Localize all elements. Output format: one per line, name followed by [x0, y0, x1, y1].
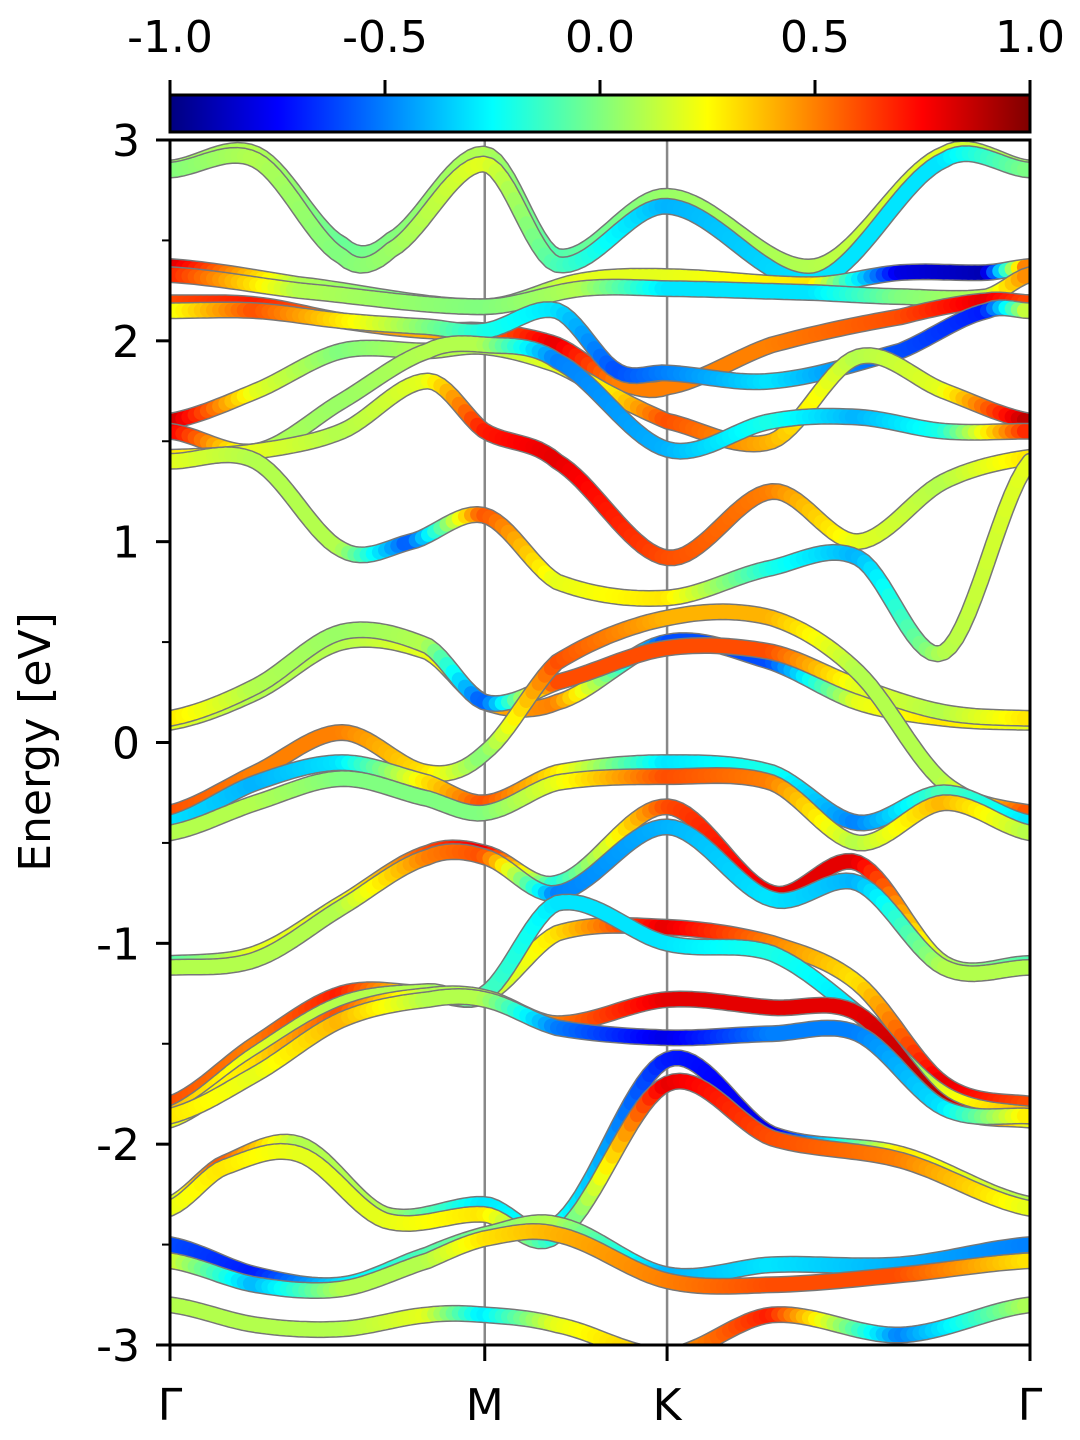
colorbar-ticks: -1.0 -0.5 0.0 0.5 1.0 [127, 12, 1065, 95]
colorbar-tick-label: 1.0 [995, 12, 1065, 63]
y-axis-title: Energy [eV] [10, 612, 61, 872]
band-20 [170, 988, 1030, 1126]
y-tick-label: 0 [112, 719, 140, 770]
band-1 [170, 145, 1030, 290]
y-axis: 3 2 1 0 -1 -2 -3 [96, 116, 170, 1372]
band-segment [682, 1344, 689, 1345]
band-25 [170, 1296, 1030, 1355]
colorbar-tick-label: 0.5 [780, 12, 850, 63]
y-tick-label: -1 [96, 919, 140, 970]
band-16 [170, 818, 1030, 983]
band-segment [618, 1340, 636, 1345]
y-tick-label: 3 [112, 116, 140, 167]
plot-area: 3 2 1 0 -1 -2 -3 Γ M K Γ [96, 116, 1043, 1431]
band-segment [633, 1344, 641, 1345]
colorbar-tick-label: -1.0 [127, 12, 213, 63]
x-tick-label: M [466, 1380, 504, 1431]
band-21 [170, 1049, 1030, 1241]
band-segment [643, 1353, 649, 1354]
colorbar-gradient [168, 93, 1032, 134]
band-segment [683, 1342, 698, 1345]
bands [170, 140, 1030, 1355]
y-tick-label: -3 [96, 1321, 140, 1372]
colorbar: -1.0 -0.5 0.0 0.5 1.0 [127, 12, 1065, 134]
band-3 [170, 266, 1030, 316]
y-tick-label: 2 [112, 317, 140, 368]
band-segment [686, 1339, 706, 1345]
band-segment [625, 1342, 640, 1345]
band-13 [170, 754, 1030, 832]
band-5 [170, 299, 1030, 391]
band-segment [674, 1353, 680, 1354]
band-segment [649, 1354, 655, 1355]
band-9 [170, 446, 1030, 663]
band-24 [170, 1223, 1030, 1299]
colorbar-tick-label: 0.0 [565, 12, 635, 63]
colorbar-tick-label: -0.5 [342, 12, 428, 63]
band-8 [170, 372, 1030, 567]
x-tick-label: K [653, 1380, 683, 1431]
y-tick-label: 1 [112, 518, 140, 569]
y-tick-label: -2 [96, 1120, 140, 1171]
x-tick-label: Γ [158, 1380, 183, 1431]
x-tick-label: Γ [1018, 1380, 1043, 1431]
band-14 [170, 767, 1030, 852]
